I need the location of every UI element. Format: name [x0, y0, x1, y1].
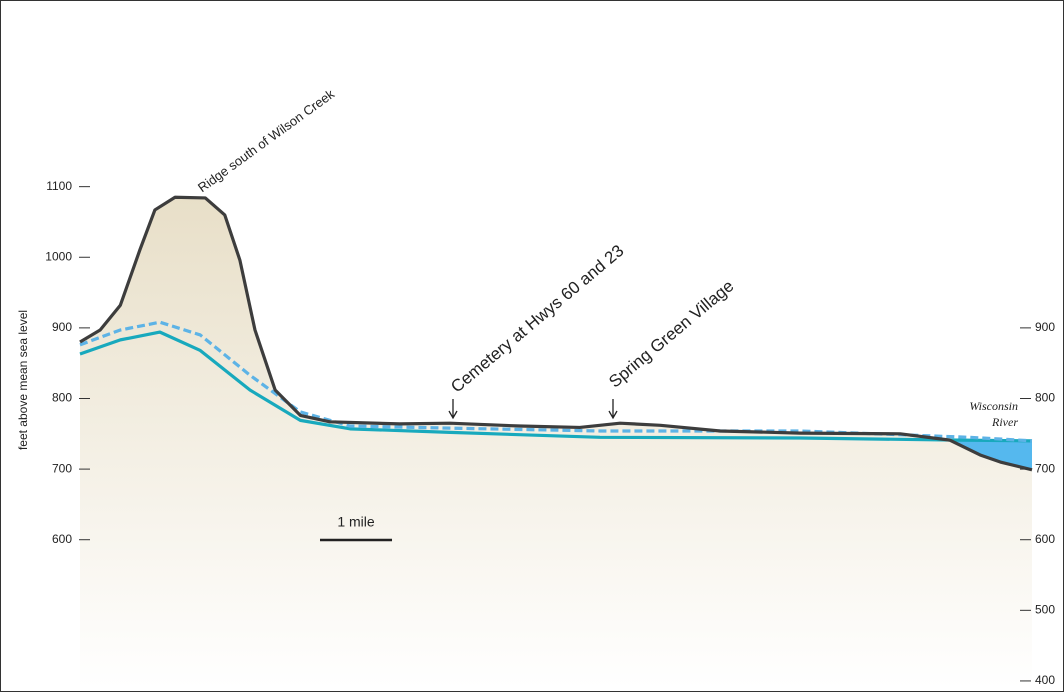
river-label: River — [991, 415, 1018, 429]
y2-tick-label: 900 — [1035, 320, 1055, 334]
arrow — [449, 399, 457, 418]
chart: feet above mean sea level Ridge south of… — [0, 0, 1064, 692]
y-tick-label: 900 — [52, 320, 72, 334]
annotation: Cemetery at Hwys 60 and 23 — [447, 241, 627, 396]
y2-tick-label: 800 — [1035, 391, 1055, 405]
annotation: Ridge south of Wilson Creek — [195, 86, 337, 195]
y-tick-label: 800 — [52, 391, 72, 405]
arrow — [609, 399, 617, 418]
y2-tick-label: 500 — [1035, 602, 1055, 616]
y2-tick-label: 400 — [1035, 673, 1055, 687]
y-tick-label: 1100 — [46, 179, 72, 193]
y-axis-label: feet above mean sea level — [16, 310, 30, 450]
y-tick-label: 600 — [52, 532, 72, 546]
y-tick-label: 700 — [52, 461, 72, 475]
y-tick-label: 1000 — [45, 249, 72, 263]
annotation: Spring Green Village — [605, 276, 737, 391]
y2-tick-label: 700 — [1035, 461, 1055, 475]
y2-tick-label: 600 — [1035, 532, 1055, 546]
river-label: Wisconsin — [969, 399, 1018, 413]
scale-label: 1 mile — [337, 514, 375, 530]
ground-fill — [80, 197, 1032, 688]
